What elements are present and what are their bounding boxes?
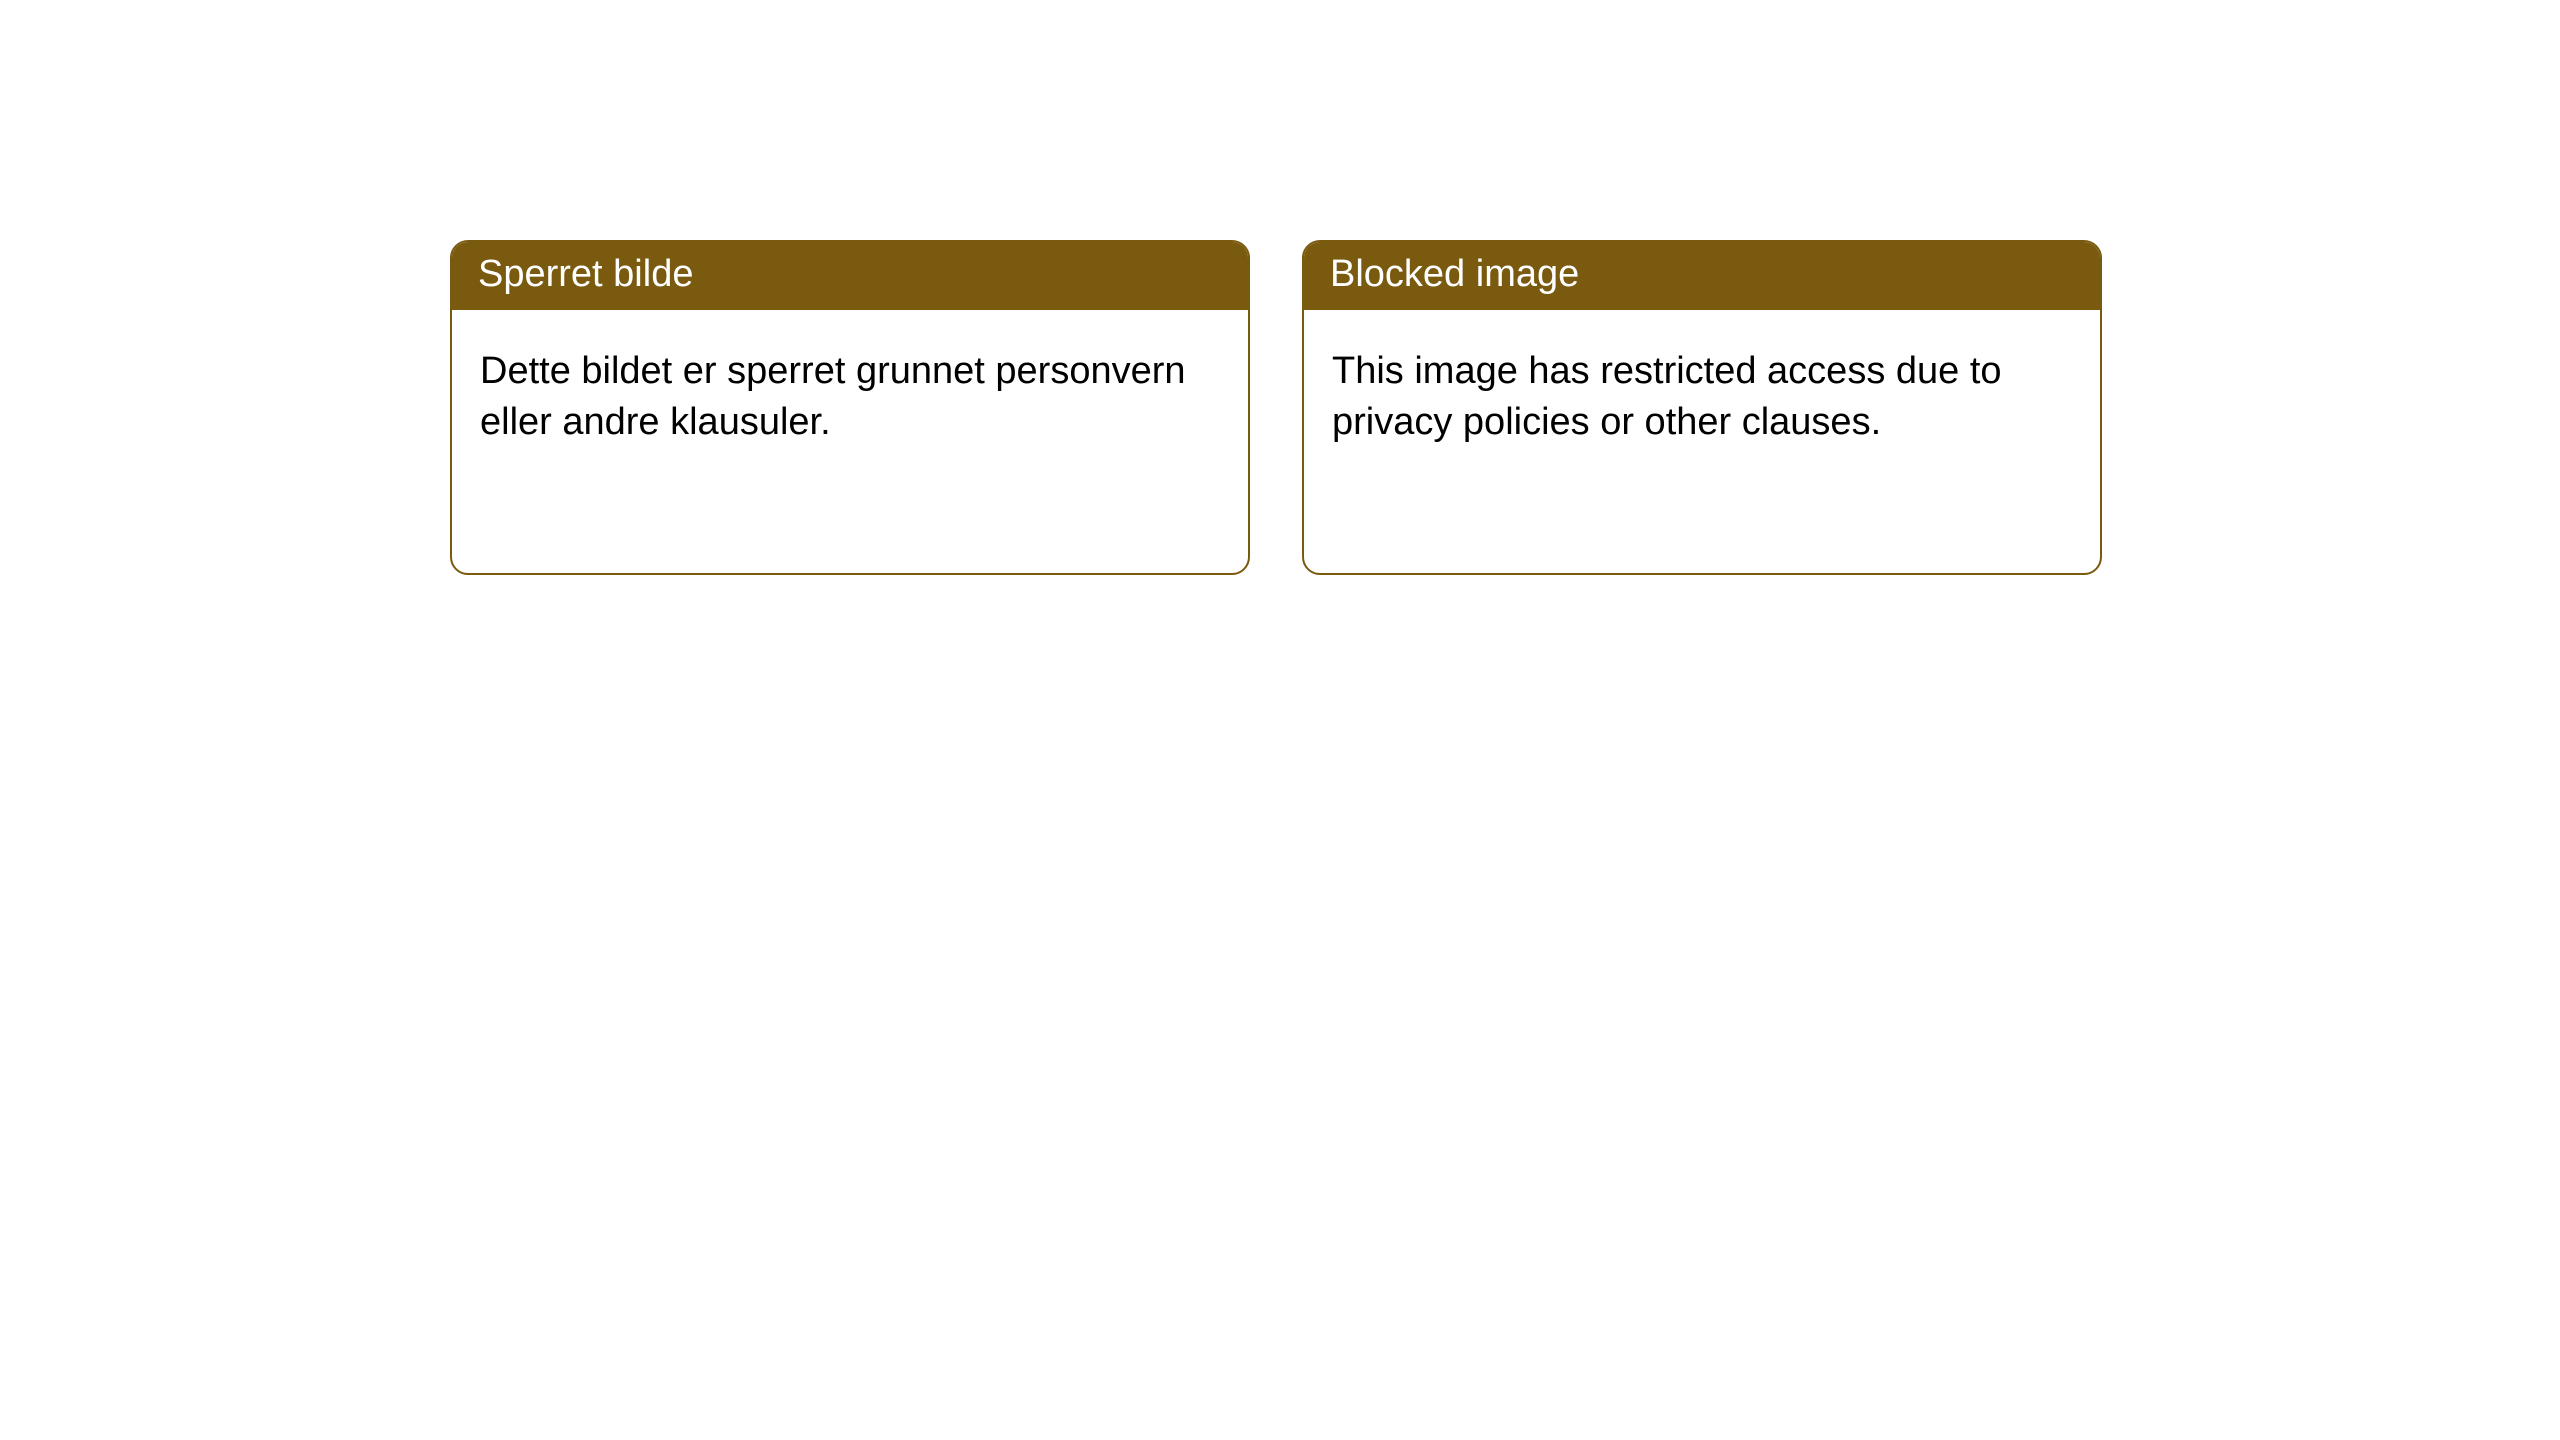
notice-card-norwegian: Sperret bilde Dette bildet er sperret gr…: [450, 240, 1250, 575]
notice-card-title: Sperret bilde: [452, 242, 1248, 310]
notice-card-title: Blocked image: [1304, 242, 2100, 310]
notice-container: Sperret bilde Dette bildet er sperret gr…: [0, 0, 2560, 575]
notice-card-english: Blocked image This image has restricted …: [1302, 240, 2102, 575]
notice-card-body: Dette bildet er sperret grunnet personve…: [452, 310, 1248, 485]
notice-card-body: This image has restricted access due to …: [1304, 310, 2100, 485]
